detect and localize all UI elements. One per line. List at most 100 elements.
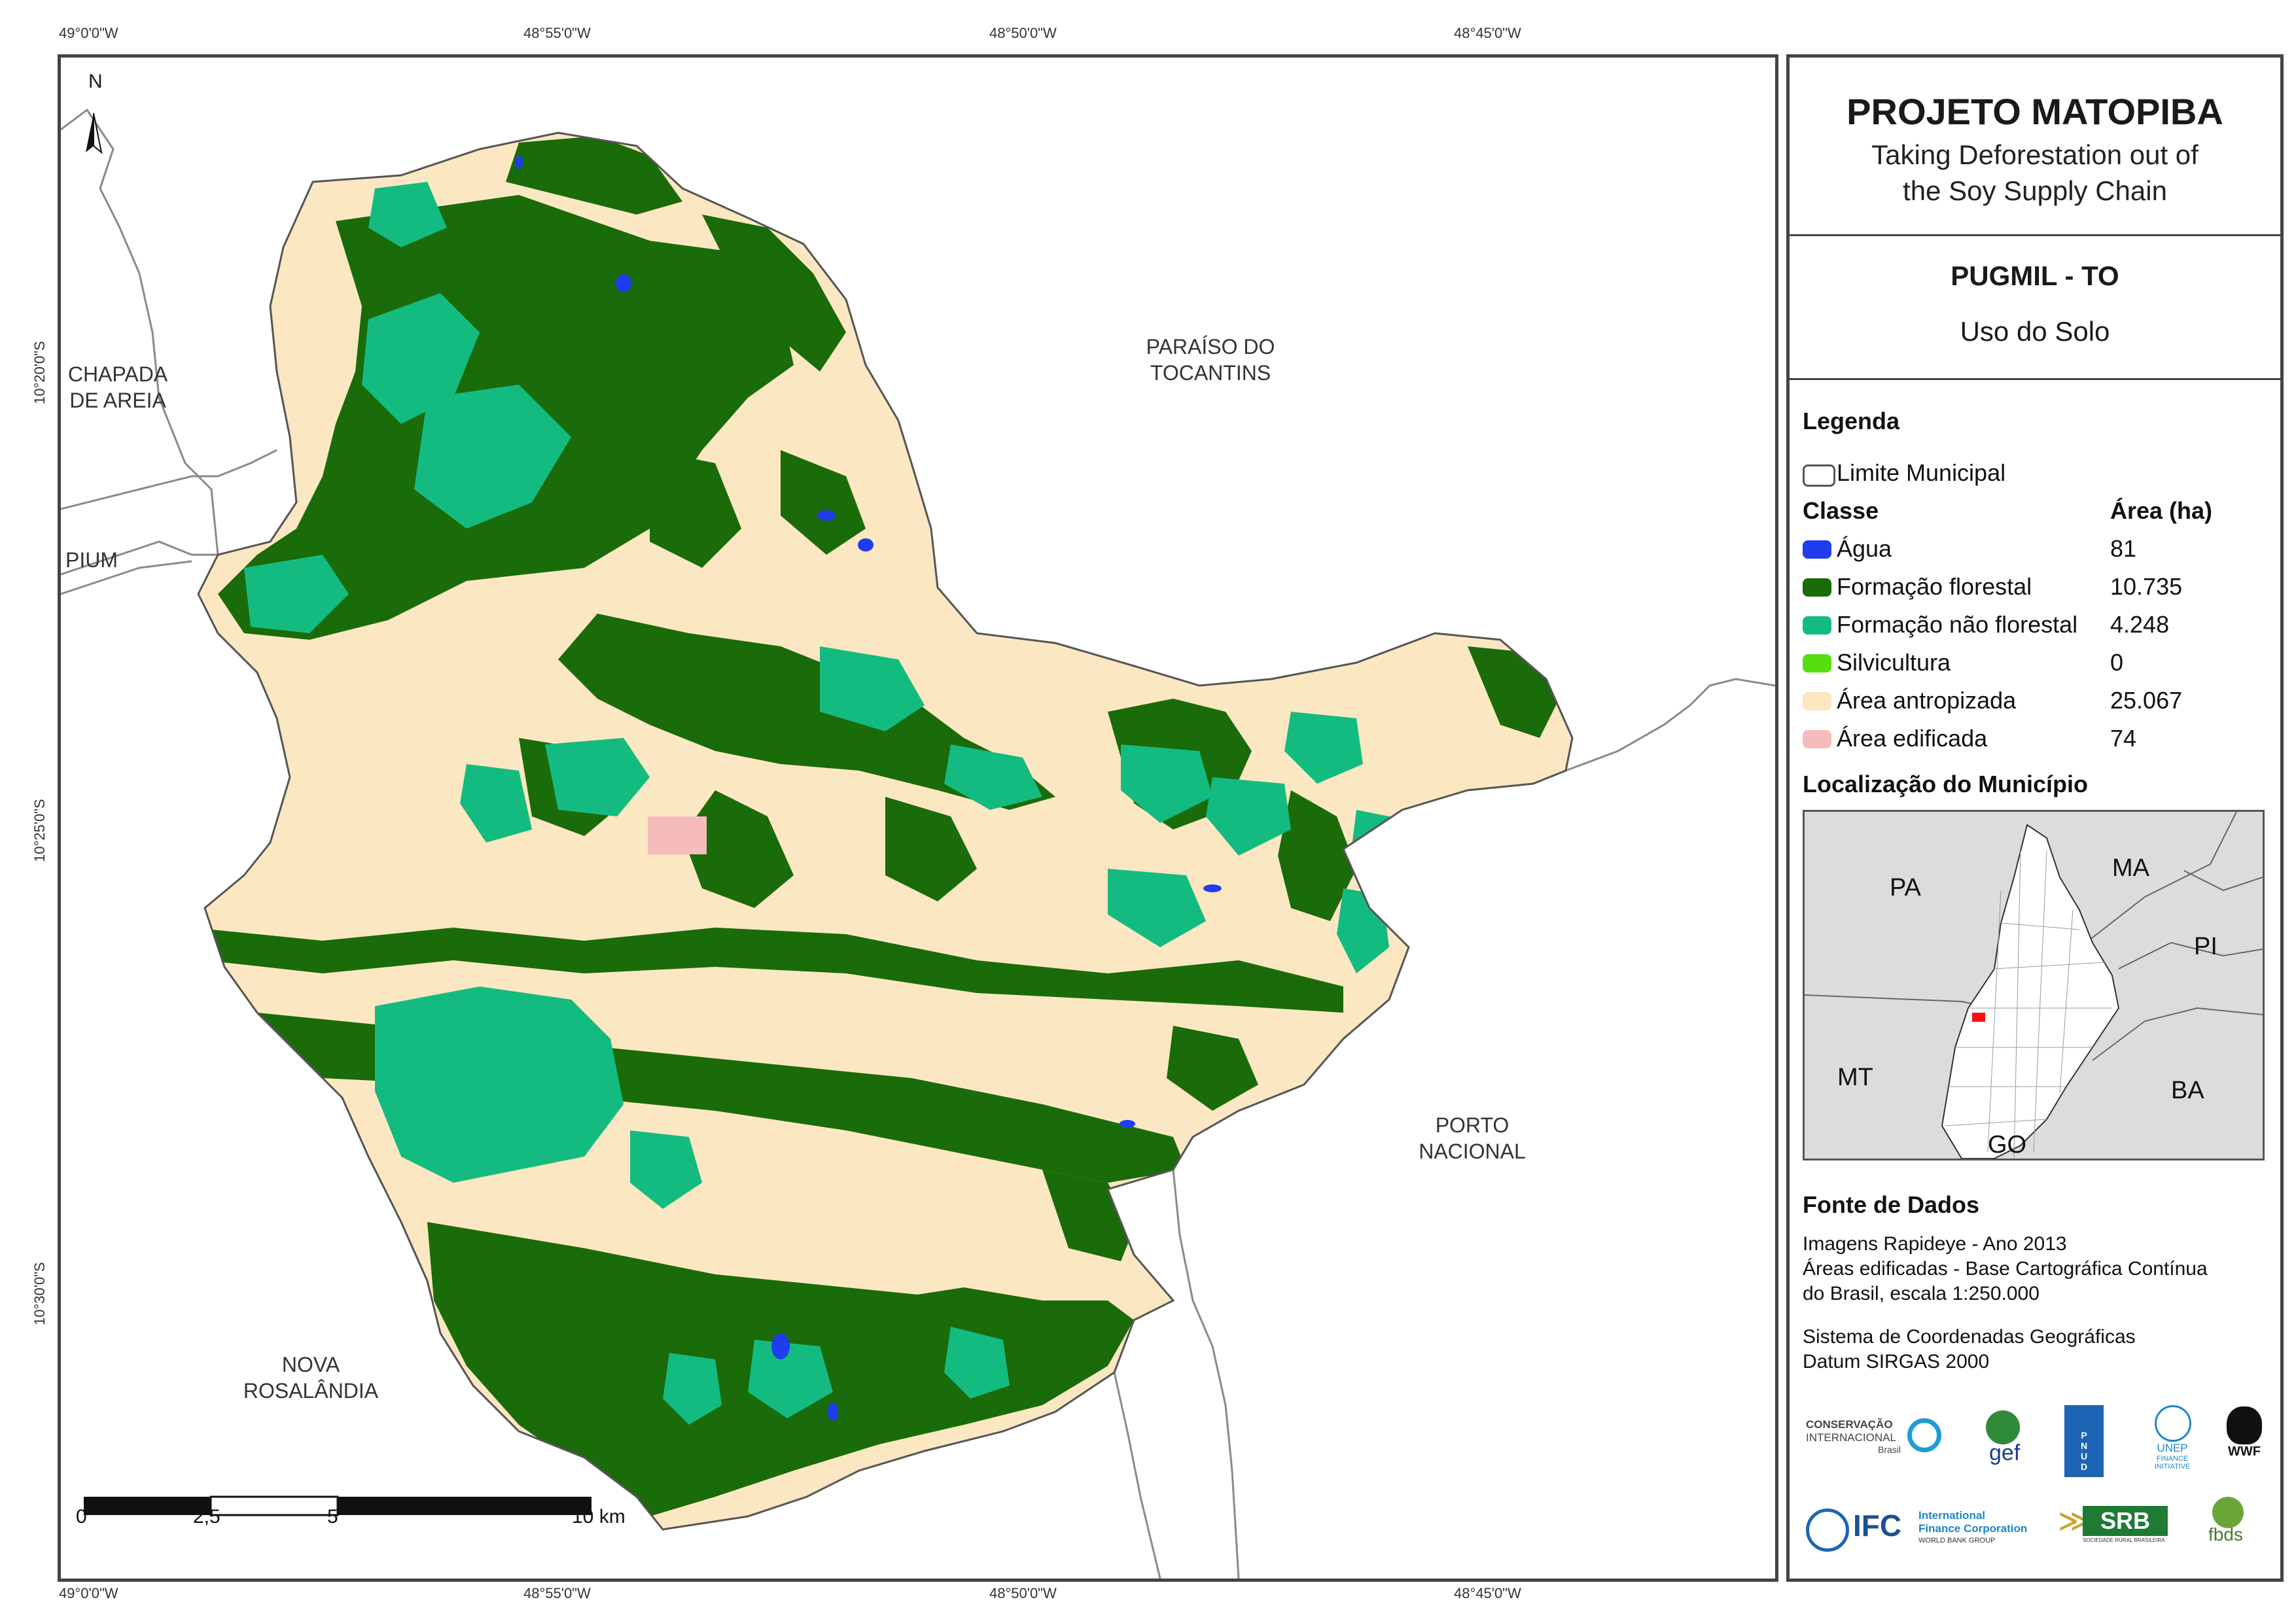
ifc-logo-l1: International — [1918, 1509, 1986, 1522]
project-title: PROJETO MATOPIBA — [1846, 91, 2223, 132]
municipio-title: PUGMIL - TO — [1951, 260, 2119, 291]
non-forest-patches — [244, 182, 1428, 1425]
coord-top-4: 48°45'0"W — [1454, 25, 1521, 41]
fbds-logo-text: fbds — [2208, 1524, 2243, 1544]
coord-top-1: 49°0'0"W — [59, 25, 118, 41]
ci-logo: CONSERVAÇÃO INTERNACIONAL Brasil — [1806, 1418, 1956, 1477]
source-line-3: do Brasil, escala 1:250.000 — [1803, 1283, 2040, 1304]
coord-left-1: 10°20'0"S — [31, 341, 48, 404]
label-chapada-l1: CHAPADA — [67, 362, 168, 386]
water-bodies — [515, 156, 1222, 1421]
srb-logo-sub: SOCIEDADE RURAL BRASILEIRA — [2083, 1537, 2165, 1543]
unep-logo-l3: INITIATIVE — [2154, 1463, 2191, 1471]
land-use-map[interactable] — [61, 58, 1775, 1579]
class-name: Área edificada — [1837, 725, 1988, 752]
ifc-logo-text: IFC — [1853, 1509, 1902, 1543]
gef-logo-text: gef — [1989, 1440, 2021, 1465]
class-swatch — [1803, 578, 1831, 597]
pnud-logo: PNUD — [2064, 1405, 2104, 1477]
scale-label-10km: 10 km — [572, 1506, 626, 1527]
class-swatch — [1803, 730, 1831, 748]
fbds-logo: fbds — [2208, 1497, 2267, 1556]
coord-left-2: 10°25'0"S — [31, 799, 48, 862]
pugmil-location-marker — [1971, 1011, 1987, 1023]
scale-label-2-5: 2,5 — [193, 1506, 221, 1527]
label-porto-nacional: PORTO NACIONAL — [1394, 1112, 1551, 1164]
class-name: Água — [1837, 535, 1892, 562]
gef-logo: gef — [1979, 1410, 2038, 1476]
project-subtitle-2: the Soy Supply Chain — [1903, 175, 2167, 206]
label-pium: PIUM — [65, 548, 118, 572]
srb-logo: ≫ SRB SOCIEDADE RURAL BRASILEIRA — [2058, 1502, 2176, 1554]
label-paraiso-l1: PARAÍSO DO — [1146, 335, 1275, 358]
pnud-logo-text: PNUD — [2079, 1430, 2089, 1472]
label-chapada-l2: DE AREIA — [69, 389, 166, 412]
legend-title: Legenda — [1803, 408, 1900, 434]
separator — [1790, 234, 2280, 236]
forest-patches — [198, 136, 1559, 1516]
north-label: N — [88, 71, 103, 92]
class-area: 25.067 — [2110, 687, 2183, 714]
crs-line-1: Sistema de Coordenadas Geográficas — [1803, 1326, 2136, 1348]
ci-logo-l2: INTERNACIONAL — [1806, 1431, 1896, 1444]
location-title: Localização do Município — [1803, 771, 2089, 797]
municipal-limit-swatch — [1803, 464, 1835, 487]
map-frame[interactable]: N — [58, 54, 1778, 1582]
class-area: 10.735 — [2110, 573, 2183, 600]
unep-emblem-icon — [2155, 1405, 2191, 1442]
project-subtitle-1: Taking Deforestation out of — [1871, 139, 2199, 170]
municipal-boundary[interactable] — [197, 131, 1574, 1531]
wwf-logo: WWF — [2221, 1406, 2267, 1472]
class-name: Formação florestal — [1837, 573, 2032, 600]
label-nova-rosalandia: NOVA ROSALÂNDIA — [229, 1352, 393, 1404]
inset-label-ma: MA — [2112, 854, 2149, 882]
source-line-1: Imagens Rapideye - Ano 2013 — [1803, 1233, 2067, 1255]
legend-panel: PROJETO MATOPIBA Taking Deforestation ou… — [1786, 54, 2284, 1582]
class-swatch — [1803, 616, 1831, 635]
ifc-logo: IFC International Finance Corporation WO… — [1806, 1505, 2041, 1558]
class-area: 81 — [2110, 535, 2137, 562]
north-arrow-icon — [86, 113, 103, 154]
class-name: Silvicultura — [1837, 649, 1951, 676]
label-paraiso-l2: TOCANTINS — [1150, 361, 1271, 385]
class-header: Classe — [1803, 497, 1879, 524]
scale-label-0: 0 — [76, 1506, 87, 1527]
label-paraiso: PARAÍSO DO TOCANTINS — [1125, 334, 1296, 386]
class-name: Área antropizada — [1837, 687, 2017, 714]
inset-label-mt: MT — [1837, 1064, 1873, 1091]
inset-label-pa: PA — [1890, 874, 1921, 901]
wwf-panda-icon — [2227, 1406, 2262, 1444]
built-area — [648, 816, 707, 854]
theme-title: Uso do Solo — [1960, 316, 2110, 347]
class-name: Formação não florestal — [1837, 611, 2078, 638]
scale-label-5: 5 — [327, 1506, 338, 1527]
ci-logo-l3: Brasil — [1878, 1444, 1901, 1455]
label-porto-l2: NACIONAL — [1419, 1140, 1526, 1163]
ifc-logo-l3: WORLD BANK GROUP — [1918, 1537, 1996, 1544]
coord-bottom-1: 49°0'0"W — [59, 1585, 118, 1601]
coord-bottom-2: 48°55'0"W — [523, 1585, 591, 1601]
label-nova-l1: NOVA — [281, 1353, 340, 1376]
coord-top-2: 48°55'0"W — [523, 25, 591, 41]
ci-logo-l1: CONSERVAÇÃO — [1806, 1418, 1893, 1431]
inset-map — [1805, 812, 2263, 1159]
gef-globe-icon — [1986, 1410, 2020, 1444]
coord-left-3: 10°30'0"S — [31, 1262, 48, 1325]
ifc-logo-l2: Finance Corporation — [1918, 1522, 2028, 1535]
label-chapada-de-areia: CHAPADA DE AREIA — [59, 361, 177, 413]
inset-label-pi: PI — [2194, 933, 2217, 960]
unep-logo-l1: UNEP — [2157, 1442, 2188, 1454]
area-header: Área (ha) — [2110, 497, 2213, 524]
neighbor-boundaries — [61, 108, 1775, 1579]
coord-bottom-3: 48°50'0"W — [989, 1585, 1057, 1601]
separator — [1790, 378, 2280, 380]
label-porto-l1: PORTO — [1435, 1113, 1510, 1137]
unep-logo: UNEP FINANCE INITIATIVE — [2143, 1405, 2202, 1477]
municipal-limit-label: Limite Municipal — [1837, 459, 2006, 486]
class-swatch — [1803, 654, 1831, 672]
unep-logo-l2: FINANCE — [2156, 1455, 2189, 1463]
ci-ring-icon — [1907, 1418, 1941, 1452]
location-inset: PA MA PI MT BA GO — [1803, 810, 2265, 1161]
wwf-logo-text: WWF — [2228, 1444, 2261, 1459]
source-title: Fonte de Dados — [1803, 1191, 1980, 1218]
